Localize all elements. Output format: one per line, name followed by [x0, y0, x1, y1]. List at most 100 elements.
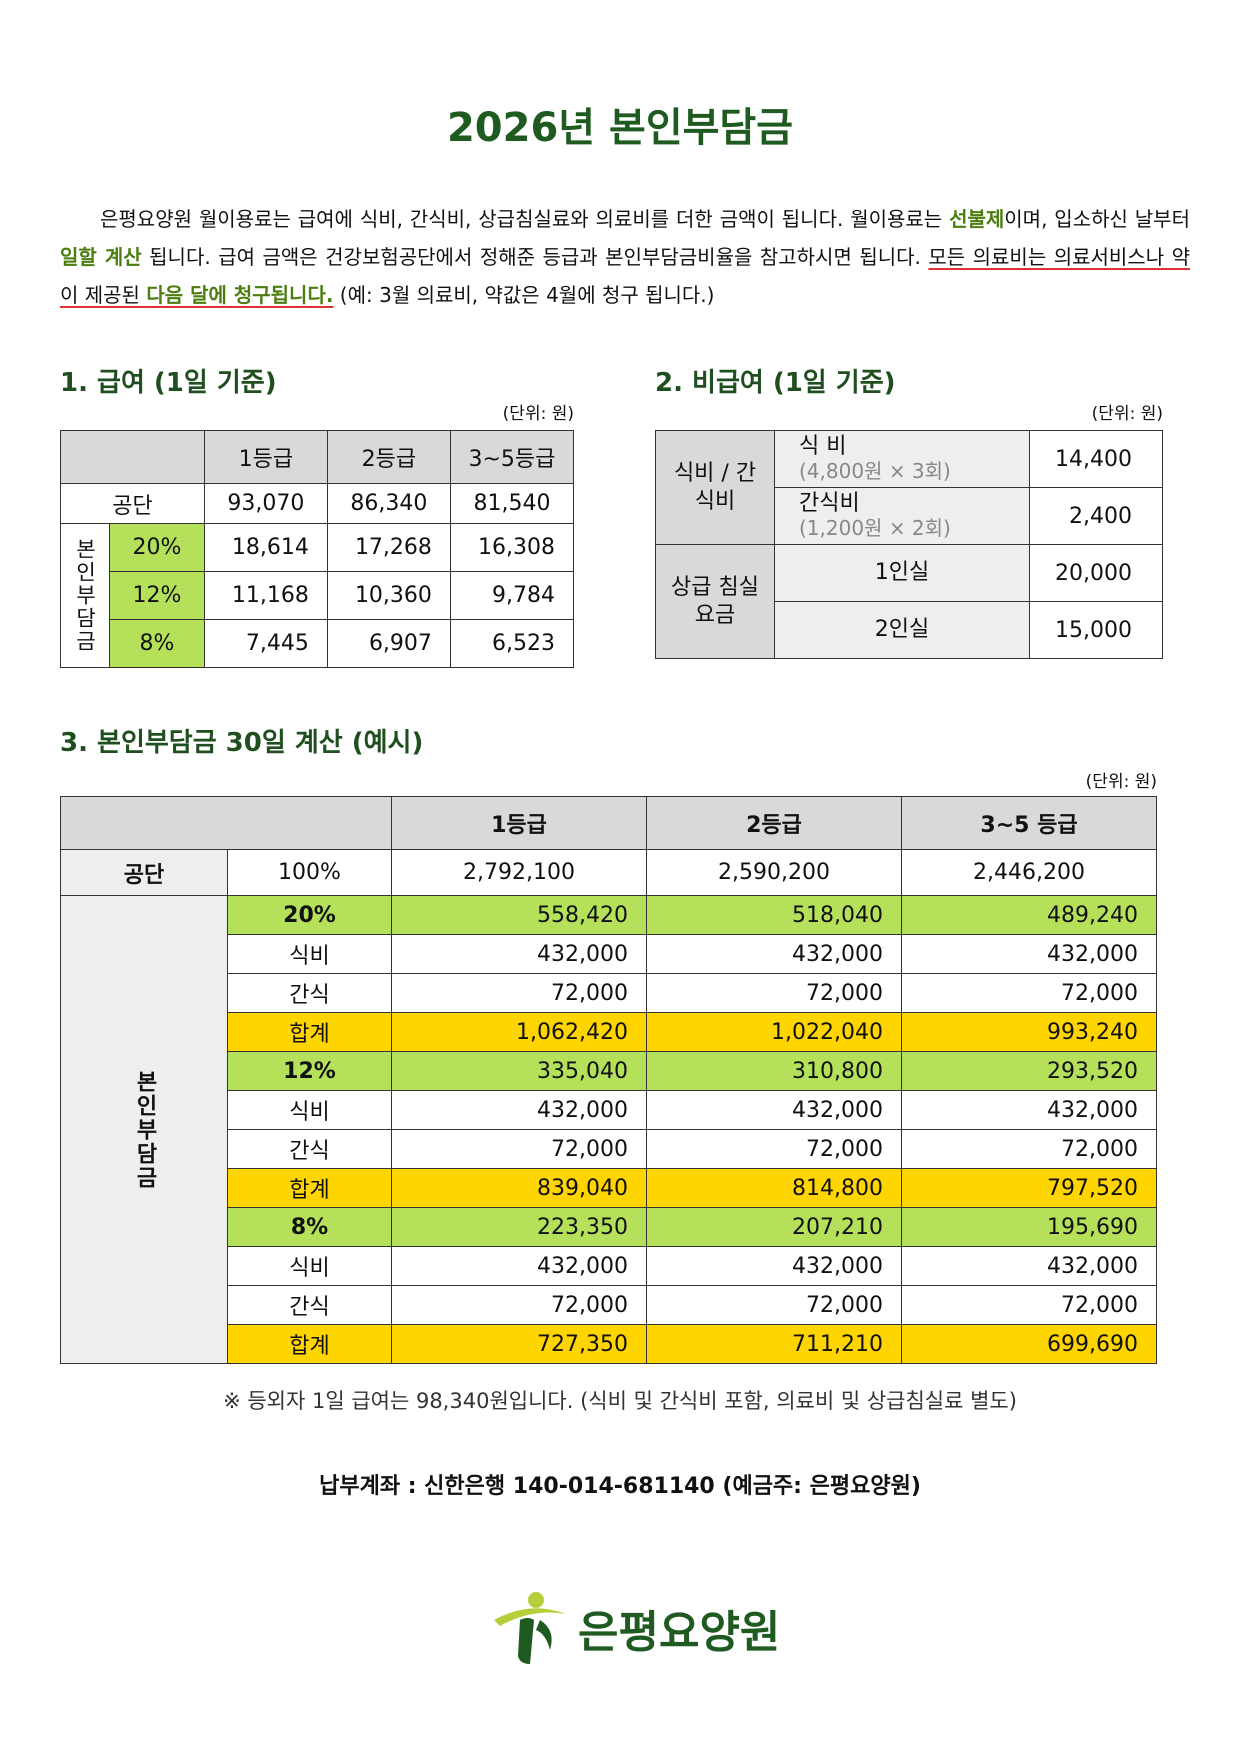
section-heading: 1. 급여 (1일 기준)	[60, 368, 277, 398]
amount-cell: 14,400	[1029, 430, 1163, 488]
rate-cell: 8%	[109, 619, 205, 668]
value-cell: 223,350	[391, 1207, 647, 1247]
item-cell: 1인실	[774, 544, 1030, 602]
rate-cell: 12%	[109, 571, 205, 620]
amount-cell: 15,000	[1029, 601, 1163, 659]
table-row: 1등급 2등급 3~5등급	[60, 430, 575, 484]
section-2: 2. 비급여 (1일 기준) (단위: 원) 식비 / 간식비 식 비 (4,800…	[655, 362, 1163, 659]
logo-text: 은평요양원	[578, 1607, 781, 1658]
header-cell	[60, 796, 392, 850]
table-row: 식비 432,000 432,000 432,000	[61, 1090, 1157, 1130]
side-label: 본인부담금	[60, 523, 110, 668]
item-name: 식 비	[799, 434, 847, 459]
table-row: 8% 7,445 6,907 6,523	[61, 619, 575, 668]
value-cell: 432,000	[901, 1246, 1157, 1286]
value-cell: 93,070	[203, 483, 328, 524]
value-cell: 17,268	[326, 523, 451, 572]
section-1: 1. 급여 (1일 기준) (단위: 원) 1등급 2등급 3~5등급 공단 93,07…	[60, 362, 575, 668]
amount-cell: 20,000	[1029, 544, 1163, 602]
value-cell: 432,000	[901, 934, 1157, 974]
amount-cell: 2,400	[1029, 487, 1163, 545]
table-row: 간식비 (1,200원 × 2회) 2,400	[656, 487, 1163, 545]
row-label: 합계	[227, 1168, 392, 1208]
value-cell: 432,000	[391, 1246, 647, 1286]
item-cell: 2인실	[774, 601, 1030, 659]
table-row: 본인부담금 20% 558,420 518,040 489,240	[60, 895, 1157, 1364]
header-cell: 1등급	[203, 430, 328, 484]
item-note: (1,200원 × 2회)	[799, 516, 951, 540]
unit-note: (단위: 원)	[1091, 404, 1163, 424]
footnote: ※ 등외자 1일 급여는 98,340원입니다. (식비 및 간식비 포함, 의…	[223, 1389, 1017, 1413]
value-cell: 699,690	[901, 1324, 1157, 1364]
value-cell: 72,000	[646, 1129, 902, 1169]
value-cell: 11,168	[203, 571, 328, 620]
intro-emphasis: 다음 달에 청구됩니다.	[146, 283, 334, 307]
rate-cell: 12%	[227, 1051, 392, 1091]
value-cell: 72,000	[391, 973, 647, 1013]
value-cell: 207,210	[646, 1207, 902, 1247]
value-cell: 518,040	[646, 895, 902, 935]
rate-cell: 20%	[227, 895, 392, 935]
rate-cell: 8%	[227, 1207, 392, 1247]
value-cell: 814,800	[646, 1168, 902, 1208]
value-cell: 72,000	[901, 973, 1157, 1013]
row-label: 간식	[227, 1285, 392, 1325]
value-cell: 7,445	[203, 619, 328, 668]
value-cell: 1,062,420	[391, 1012, 647, 1052]
row-label: 공단	[60, 849, 228, 896]
side-label: 본인부담금	[60, 895, 228, 1364]
value-cell: 489,240	[901, 895, 1157, 935]
value-cell: 16,308	[449, 523, 575, 572]
value-cell: 432,000	[646, 1090, 902, 1130]
header-cell: 3~5등급	[449, 430, 575, 484]
value-cell: 72,000	[901, 1285, 1157, 1325]
item-note: (4,800원 × 3회)	[799, 459, 951, 483]
intro-text: (예: 3월 의료비, 약값은 4월에 청구 됩니다.)	[333, 283, 715, 307]
table-row: 공단 93,070 86,340 81,540	[60, 483, 575, 524]
value-cell: 72,000	[391, 1285, 647, 1325]
value-cell: 797,520	[901, 1168, 1157, 1208]
intro: 은평요양원 월이용료는 급여에 식비, 간식비, 상급침실료와 의료비를 더한 …	[60, 200, 1190, 314]
row-label: 합계	[227, 1324, 392, 1364]
header-cell	[60, 430, 205, 484]
table-row: 12% 11,168 10,360 9,784	[61, 571, 575, 620]
table-row: 8% 223,350 207,210 195,690	[61, 1207, 1157, 1247]
value-cell: 195,690	[901, 1207, 1157, 1247]
value-cell: 432,000	[646, 1246, 902, 1286]
intro-text: 됩니다. 급여 금액은 건강보험공단에서 정해준 등급과 본인부담금비율을 참고…	[141, 245, 929, 269]
table-row: 식비 / 간식비 식 비 (4,800원 × 3회) 14,400	[655, 430, 1163, 545]
unit-note: (단위: 원)	[502, 404, 574, 424]
row-label: 간식	[227, 973, 392, 1013]
intro-emphasis: 일할 계산	[60, 245, 142, 269]
value-cell: 2,792,100	[391, 849, 647, 896]
intro-text: 은평요양원 월이용료는 급여에 식비, 간식비, 상급침실료와 의료비를 더한 …	[100, 207, 950, 231]
value-cell: 72,000	[646, 1285, 902, 1325]
table-row: 본인부담금 20% 18,614 17,268 16,308	[60, 523, 575, 668]
rate-cell: 20%	[109, 523, 205, 572]
item-cell: 간식비 (1,200원 × 2회)	[774, 487, 1030, 545]
table-row: 식비 432,000 432,000 432,000	[61, 1246, 1157, 1286]
row-label: 식비	[227, 1246, 392, 1286]
title: 2026년 본인부담금	[446, 105, 794, 151]
intro-text: 이며, 입소하신 날부터	[1004, 207, 1190, 231]
section-3: 3. 본인부담금 30일 계산 (예시) (단위: 원) 1등급 2등급 3~5 등…	[60, 722, 1157, 1364]
unit-note: (단위: 원)	[1085, 772, 1157, 792]
logo-icon	[494, 1592, 566, 1664]
row-label: 간식	[227, 1129, 392, 1169]
row-label: 식비	[227, 1090, 392, 1130]
account: 납부계좌 : 신한은행 140-014-681140 (예금주: 은평요양원)	[319, 1474, 921, 1499]
item-name: 간식비	[799, 491, 860, 516]
value-cell: 2,590,200	[646, 849, 902, 896]
table-row: 1등급 2등급 3~5 등급	[60, 796, 1157, 850]
value-cell: 72,000	[391, 1129, 647, 1169]
value-cell: 993,240	[901, 1012, 1157, 1052]
item-cell: 식 비 (4,800원 × 3회)	[774, 430, 1030, 488]
table: 1등급 2등급 3~5등급 공단 93,070 86,340 81,540 본인부담금 20% 1…	[60, 430, 575, 668]
value-cell: 10,360	[326, 571, 451, 620]
value-cell: 839,040	[391, 1168, 647, 1208]
value-cell: 9,784	[449, 571, 575, 620]
group-label: 식비 / 간식비	[655, 430, 775, 545]
header-cell: 2등급	[646, 796, 902, 850]
header-cell: 3~5 등급	[901, 796, 1157, 850]
